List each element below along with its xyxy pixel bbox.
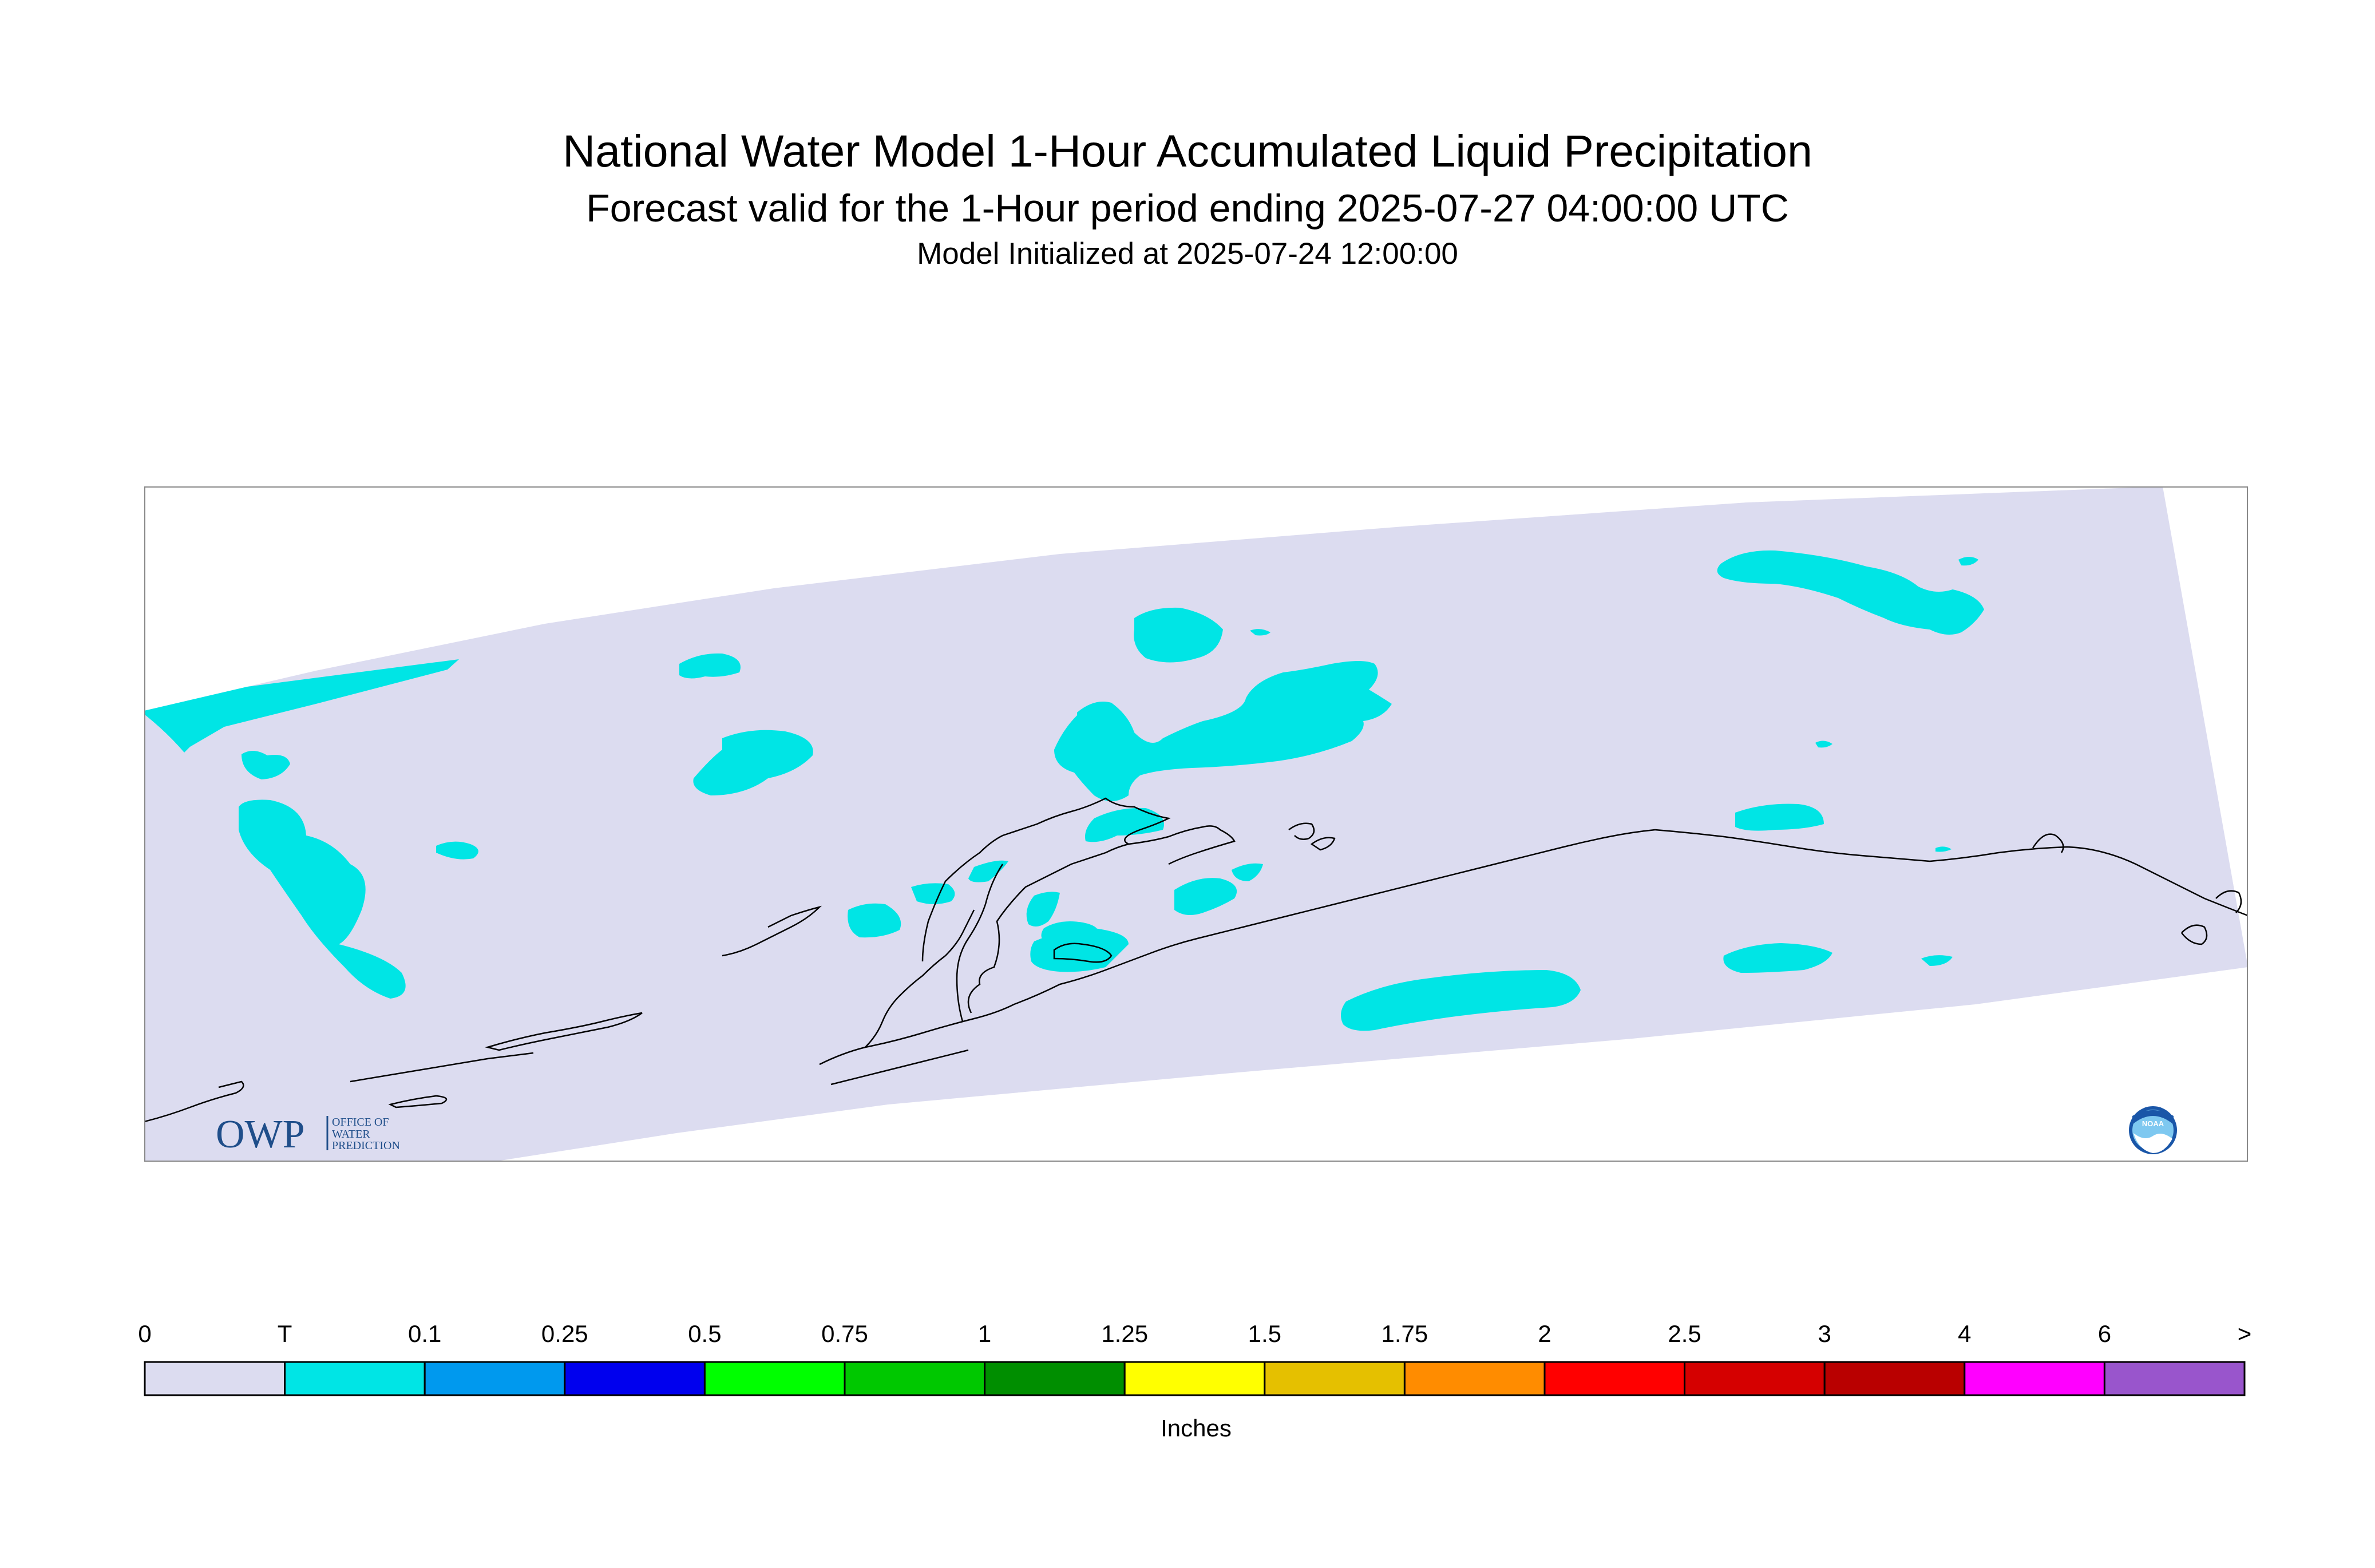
- owp-logo-line1: OFFICE OF: [332, 1116, 389, 1129]
- legend-bin-0: [144, 1361, 286, 1396]
- coastline-cook-inlet: [1128, 825, 1236, 865]
- legend-tick-label: T: [278, 1320, 292, 1347]
- coastline-southeast: [2032, 833, 2242, 945]
- precip-area-w3: [436, 841, 478, 860]
- coastline-kodiak: [1053, 943, 1113, 963]
- coastline-far-west: [144, 1080, 244, 1123]
- precip-area-c2: [693, 730, 813, 795]
- owp-logo-text: OWP: [216, 1112, 305, 1157]
- precip-area-c5: [911, 883, 955, 904]
- precip-area-c4: [1085, 807, 1164, 842]
- legend-bin-13: [1964, 1361, 2105, 1396]
- precip-legend: 0 T 0.1 0.25 0.5 0.75 1 1.25 1.5 1.75 2 2.5 3 4 6 > Inc…: [138, 1320, 2251, 1442]
- legend-tick-label: 2: [1538, 1320, 1551, 1347]
- legend-bin-10: [1543, 1361, 1686, 1396]
- legend-bin-11: [1684, 1361, 1826, 1396]
- coastline-sw-peninsula: [350, 1052, 534, 1083]
- legend-tick-label: 3: [1818, 1320, 1831, 1347]
- precip-area-c1: [679, 653, 741, 679]
- precip-area-c7: [1026, 892, 1060, 926]
- precip-area-central-large: [1054, 661, 1392, 801]
- map-frame: [144, 486, 2248, 1162]
- precip-area-ne: [1717, 550, 1984, 635]
- legend-bin-2: [423, 1361, 566, 1396]
- legend-tick-labels: 0 T 0.1 0.25 0.5 0.75 1 1.25 1.5 1.75 2 2.5 3 4 6 >: [138, 1320, 2251, 1347]
- precip-area-c3b: [1250, 629, 1270, 636]
- legend-tick-label: 0: [138, 1320, 151, 1347]
- legend-tick-label: 1.5: [1248, 1320, 1281, 1347]
- legend-tick-label: 4: [1958, 1320, 1971, 1347]
- legend-color-bins: [144, 1361, 2246, 1396]
- legend-tick-label: 0.75: [821, 1320, 868, 1347]
- legend-bin-3: [564, 1361, 706, 1396]
- coastline-aleutian-shelf: [830, 1049, 969, 1086]
- precip-area-c10: [1174, 878, 1237, 915]
- precip-area-e5: [1921, 955, 1953, 966]
- map-title: National Water Model 1-Hour Accumulated …: [563, 125, 1812, 176]
- legend-bin-9: [1403, 1361, 1546, 1396]
- coastline-prince-william: [1288, 822, 1336, 851]
- precip-area-c3: [1134, 607, 1223, 663]
- legend-bin-5: [844, 1361, 986, 1396]
- coastline-western-delta: [722, 905, 822, 957]
- precip-area-w2: [239, 799, 406, 999]
- coastline-mainland-north: [921, 797, 1171, 1013]
- precip-area-c6: [968, 860, 1008, 882]
- legend-bin-14: [2103, 1361, 2246, 1396]
- precipitation-map: OWP OFFICE OF WATER PREDICTION NOAA: [144, 486, 2248, 1162]
- legend-bin-1: [284, 1361, 426, 1396]
- legend-tick-label: 6: [2098, 1320, 2111, 1347]
- precip-area-c11: [1232, 863, 1263, 881]
- precip-area-c12: [848, 903, 901, 938]
- legend-bin-6: [984, 1361, 1126, 1396]
- legend-bin-4: [703, 1361, 846, 1396]
- precip-area-e2: [1735, 803, 1824, 831]
- coastline-nunivak: [485, 1012, 643, 1051]
- noaa-logo-text: NOAA: [2142, 1119, 2164, 1128]
- legend-tick-label: 0.5: [688, 1320, 721, 1347]
- legend-bin-8: [1264, 1361, 1406, 1396]
- coastline-south-coast: [1654, 829, 2248, 917]
- coastline-interior-boundary: [956, 864, 1004, 1022]
- coastline-alaska-peninsula: [819, 829, 1656, 1066]
- precip-trace-areas: [144, 550, 1984, 1031]
- precip-area-e4: [1723, 943, 1832, 973]
- legend-tick-label: 1.25: [1101, 1320, 1148, 1347]
- legend-bin-12: [1823, 1361, 1966, 1396]
- precip-area-w1: [242, 750, 290, 779]
- model-init-label: Model Initialized at 2025-07-24 12:00:00: [917, 237, 1458, 271]
- coastlines: [144, 797, 2248, 1123]
- legend-tick-label: 2.5: [1668, 1320, 1701, 1347]
- precip-area-se: [1341, 970, 1581, 1031]
- precip-area-west-coast: [144, 659, 459, 753]
- owp-logo-line3: PREDICTION: [332, 1139, 400, 1152]
- precip-area-e1: [1815, 741, 1832, 748]
- forecast-valid-subtitle: Forecast valid for the 1-Hour period end…: [586, 187, 1789, 230]
- legend-bin-7: [1123, 1361, 1266, 1396]
- legend-tick-label: 0.1: [408, 1320, 441, 1347]
- owp-logo-line2: WATER: [332, 1128, 370, 1141]
- legend-tick-label: >: [2238, 1320, 2252, 1347]
- owp-logo-icon: OWP OFFICE OF WATER PREDICTION: [216, 1112, 400, 1157]
- precip-area-ne2: [1958, 557, 1978, 566]
- precip-area-e3: [1935, 846, 1952, 852]
- legend-tick-label: 0.25: [541, 1320, 588, 1347]
- legend-tick-label: 1.75: [1382, 1320, 1428, 1347]
- coastline-st-lawrence: [388, 1095, 448, 1108]
- legend-tick-label: 1: [978, 1320, 991, 1347]
- model-domain-area: [144, 486, 2248, 1162]
- legend-unit-label: Inches: [1161, 1415, 1232, 1442]
- coastline-bristol-bay: [865, 909, 975, 1048]
- noaa-logo-icon: NOAA: [2129, 1106, 2177, 1154]
